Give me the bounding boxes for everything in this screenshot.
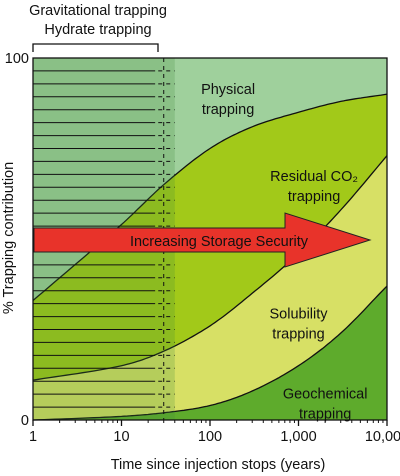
top-label-gravitational: Gravitational trapping: [29, 3, 167, 19]
y-tick-label: 100: [5, 51, 29, 67]
region-label-line: trapping: [288, 189, 340, 205]
y-tick-label: 0: [21, 413, 29, 429]
top-label-hydrate: Hydrate trapping: [44, 22, 151, 38]
x-tick-label: 100: [198, 429, 222, 445]
region-label-line: Physical: [201, 82, 255, 98]
x-tick-label: 10,000: [365, 429, 400, 445]
area-solubility: [33, 155, 387, 420]
region-label-line: Residual CO₂: [270, 169, 358, 185]
x-tick-label: 1,000: [280, 429, 316, 445]
region-label-physical: Physical trapping: [201, 82, 255, 118]
top-bracket: [32, 43, 159, 52]
arrow-label: Increasing Storage Security: [130, 234, 309, 250]
region-label-line: Geochemical: [283, 386, 368, 402]
region-label-line: Solubility: [269, 307, 328, 323]
region-label-residual: Residual CO₂ trapping: [270, 169, 358, 205]
boundary-line-residual: [32, 93, 388, 301]
region-label-geochemical: Geochemical trapping: [283, 386, 368, 422]
axes-layer: 1 10 100 1,000 10,000 0 100: [5, 51, 400, 445]
area-geochemical: [33, 286, 387, 420]
region-label-line: trapping: [202, 102, 254, 118]
region-label-line: trapping: [299, 406, 351, 422]
x-tick-label: 1: [29, 429, 37, 445]
y-axis-label: % Trapping contribution: [1, 162, 17, 314]
boundary-line-solubility: [32, 155, 388, 381]
storage-security-arrow: [33, 212, 372, 268]
arrow-layer: [33, 212, 372, 268]
region-label-line: trapping: [272, 327, 324, 343]
region-label-solubility: Solubility trapping: [269, 307, 328, 343]
x-axis-label: Time since injection stops (years): [111, 457, 326, 473]
boundary-line-geochemical: [32, 285, 388, 421]
x-tick-label: 10: [113, 429, 129, 445]
